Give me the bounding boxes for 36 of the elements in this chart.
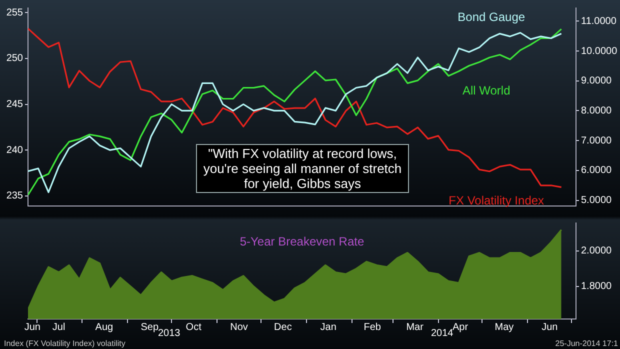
y2-tick-label: 1.8000 <box>581 281 612 292</box>
x-tick-label: May <box>494 322 514 333</box>
y2-tick-label: 9.0000 <box>581 76 612 87</box>
y2-tick-label: 6.0000 <box>581 165 612 176</box>
text: 2013 <box>158 328 180 339</box>
annotation: "With FX volatility at record lows, you're seeing all manner of stretch for yield, Gibbs says <box>196 144 409 193</box>
y2-tick-label: 11.0000 <box>581 16 617 27</box>
series-label: 5-Year Breakeven Rate <box>240 234 364 249</box>
y-tick-label: 250 <box>6 53 24 64</box>
text: 25-Jun-2014 17:1 <box>555 339 618 349</box>
x-tick-label: Jun <box>24 322 40 333</box>
x-tick-label: Apr <box>452 322 469 333</box>
x-tick-label: Aug <box>95 322 114 333</box>
x-tick-label: Jan <box>320 322 336 333</box>
y2-tick-label: 10.0000 <box>581 46 618 57</box>
y2-tick-label: 7.0000 <box>581 135 612 146</box>
x-tick-label: Dec <box>274 322 292 333</box>
y2-tick-label: 5.0000 <box>581 195 612 206</box>
x-tick-label: Mar <box>406 322 424 333</box>
y-tick-label: 255 <box>6 7 24 18</box>
y-tick-label: 235 <box>6 190 24 202</box>
series-label: Bond Gauge <box>458 10 526 24</box>
series-label: All World <box>462 83 510 98</box>
y-tick-label: 245 <box>6 99 24 110</box>
x-tick-label: Oct <box>186 322 202 333</box>
x-tick-label: Jun <box>542 322 558 333</box>
x-tick-label: Sep <box>140 322 159 333</box>
y-tick-label: 240 <box>6 144 24 156</box>
x-tick-label: Jul <box>52 322 66 333</box>
x-tick-label: Feb <box>364 322 382 333</box>
text: 2014 <box>431 328 454 339</box>
text: Index (FX Volatility Index) volatility <box>4 339 126 349</box>
x-tick-label: Nov <box>230 322 248 333</box>
y2-tick-label: 2.0000 <box>581 246 612 257</box>
series-label: FX Volatility Index <box>448 194 544 208</box>
y2-tick-label: 8.0000 <box>581 105 612 116</box>
